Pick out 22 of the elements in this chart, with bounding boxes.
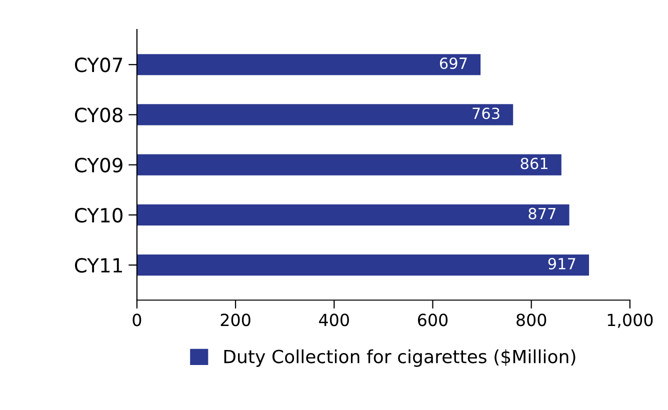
bar: [136, 54, 481, 76]
x-tick-label: 0: [132, 314, 142, 326]
bar: [136, 104, 514, 126]
y-tick-label: CY09: [74, 158, 122, 172]
x-tick-label: 600: [418, 314, 448, 326]
x-tick-label: 1,000: [608, 314, 653, 328]
data-label: 861: [520, 158, 548, 170]
y-tick-label: CY08: [74, 108, 122, 122]
y-tick-label: CY07: [74, 58, 122, 72]
x-tick-label: 400: [319, 314, 349, 326]
y-tick-label: CY11: [74, 258, 122, 273]
x-tick-label: 800: [516, 314, 546, 326]
x-tick-label: 200: [220, 314, 250, 326]
data-label: 917: [548, 258, 576, 270]
bar: [136, 204, 570, 226]
bar: [136, 254, 590, 276]
y-tick-label: CY10: [74, 208, 122, 223]
bar: [136, 154, 562, 176]
data-label: 877: [528, 208, 556, 220]
data-label: 697: [440, 57, 467, 70]
legend-label: Duty Collection for cigarettes ($Million): [224, 349, 576, 367]
data-label: 763: [472, 108, 500, 120]
